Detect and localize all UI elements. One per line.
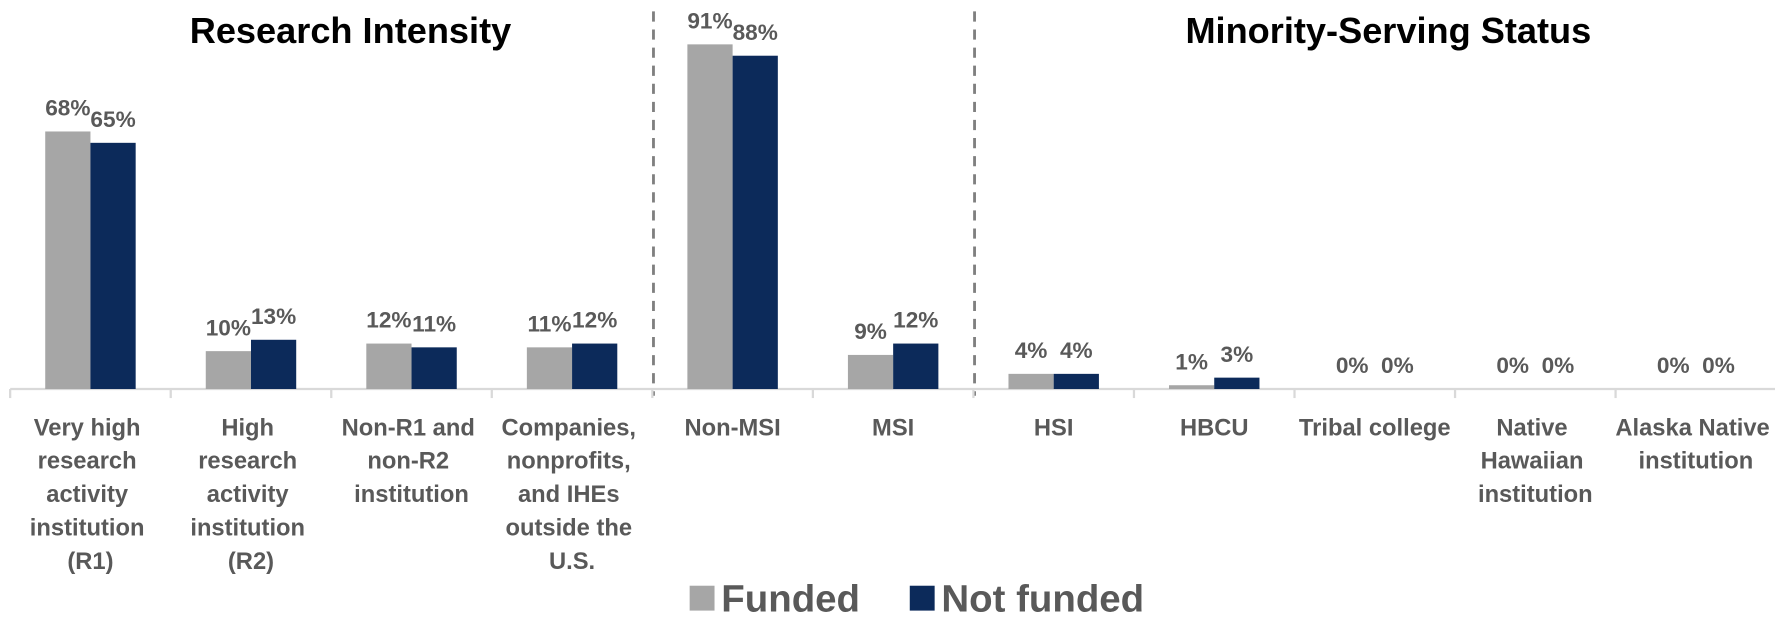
bar (526, 347, 573, 390)
data-label: 0% (1381, 353, 1414, 378)
bar (893, 343, 939, 390)
x-tick-label: HBCU (1180, 415, 1249, 441)
data-label: 12% (572, 308, 617, 333)
data-label: 4% (1060, 338, 1093, 363)
x-tick-label: Companies, nonprofits, and IHEs outside … (502, 415, 643, 574)
legend-label: Not funded (941, 578, 1144, 621)
x-tick-label: Very high research activity institution … (30, 415, 151, 574)
bar (732, 55, 778, 390)
data-label: 11% (527, 312, 571, 337)
data-label: 88% (733, 20, 778, 45)
data-label: 12% (893, 308, 938, 333)
data-label: 1% (1175, 349, 1208, 374)
data-label: 0% (1542, 353, 1575, 378)
data-label: 0% (1336, 353, 1369, 378)
x-tick-label: Native Hawaiian institution (1478, 415, 1593, 508)
data-label: 91% (687, 9, 732, 34)
bar (1053, 373, 1099, 390)
bar (572, 343, 618, 390)
x-tick-label: HSI (1034, 415, 1074, 441)
x-tick-label: Alaska Native institution (1615, 415, 1775, 474)
data-label: 65% (90, 107, 135, 132)
data-label: 11% (412, 312, 456, 337)
x-tick-label: Non-R1 and non-R2 institution (342, 415, 482, 508)
legend-swatch (689, 585, 715, 611)
legend-swatch (909, 585, 935, 611)
bar (847, 354, 894, 390)
data-label: 0% (1496, 353, 1529, 378)
x-tick-label: Non-MSI (684, 415, 780, 441)
data-label: 3% (1221, 342, 1254, 367)
data-label: 0% (1657, 353, 1690, 378)
section-title: Research Intensity (190, 10, 512, 51)
data-label: 9% (854, 319, 887, 344)
bar (1214, 377, 1260, 390)
data-label: 4% (1015, 338, 1048, 363)
bar (90, 142, 136, 390)
data-label: 13% (251, 304, 296, 329)
data-label: 10% (206, 315, 251, 340)
data-label: 0% (1702, 353, 1735, 378)
bar (45, 131, 91, 390)
bar (250, 339, 297, 390)
x-tick-label: Tribal college (1299, 415, 1451, 441)
x-tick-label: High research activity institution (R2) (190, 415, 311, 574)
bar (366, 343, 412, 390)
legend-label: Funded (721, 578, 860, 621)
x-tick-label: MSI (872, 415, 914, 441)
bar (687, 44, 733, 390)
data-label: 68% (45, 96, 90, 121)
bar (205, 351, 251, 390)
data-label: 12% (366, 308, 411, 333)
section-title: Minority-Serving Status (1185, 10, 1591, 51)
bar (1008, 373, 1054, 390)
bar (411, 347, 457, 390)
bar (1169, 385, 1215, 390)
